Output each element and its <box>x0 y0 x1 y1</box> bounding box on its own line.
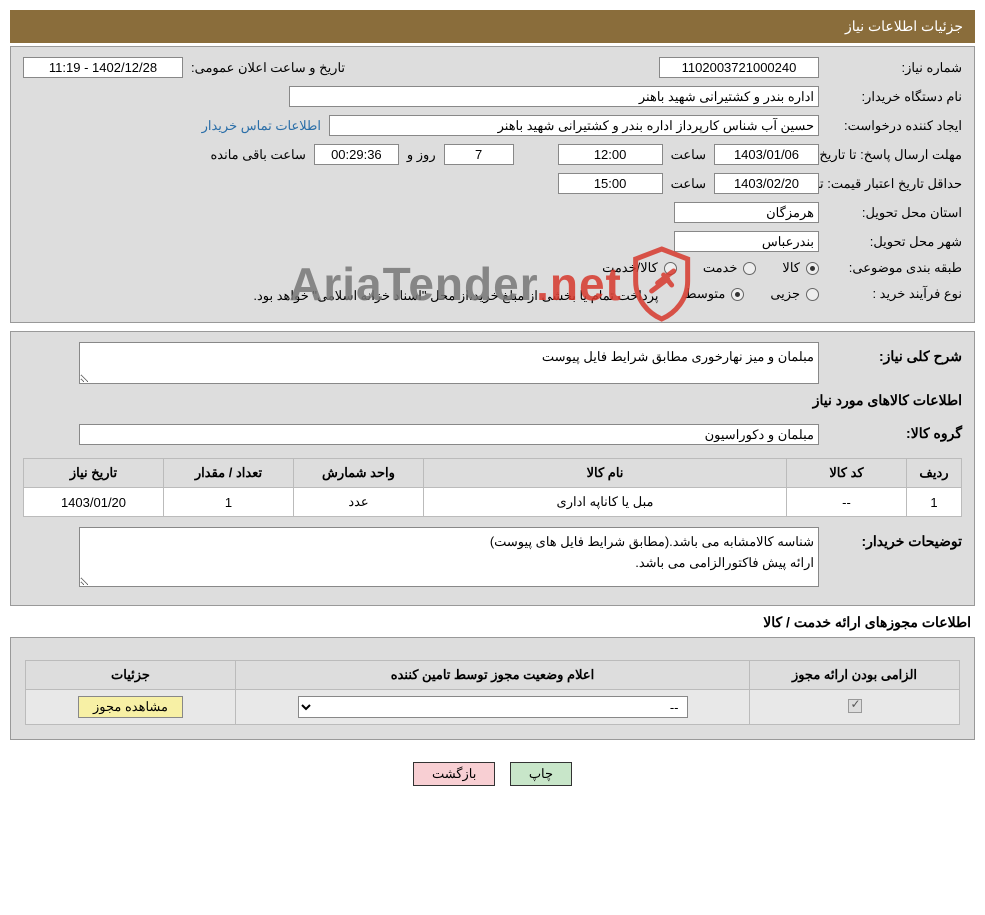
days-remaining-field[interactable] <box>444 144 514 165</box>
city-field[interactable] <box>674 231 819 252</box>
requester-label: ایجاد کننده درخواست: <box>827 118 962 134</box>
buyer-notes-textarea[interactable]: شناسه کالامشابه می باشد.(مطابق شرایط فای… <box>79 527 819 587</box>
mandatory-checkbox[interactable] <box>848 699 862 713</box>
purchase-note: پرداخت تمام یا بخشی از مبلغ خرید،از محل … <box>253 288 658 304</box>
page-title: جزئیات اطلاعات نیاز <box>845 18 963 34</box>
title-bar: جزئیات اطلاعات نیاز <box>10 10 975 43</box>
day-and-label: روز و <box>407 147 436 163</box>
view-permit-button[interactable]: مشاهده مجوز <box>78 696 183 718</box>
footer-buttons: چاپ بازگشت <box>10 748 975 794</box>
table-header-row: ردیف کد کالا نام کالا واحد شمارش تعداد /… <box>24 459 962 488</box>
validity-time-field[interactable] <box>558 173 663 194</box>
requester-field[interactable] <box>329 115 819 136</box>
buyer-org-field[interactable] <box>289 86 819 107</box>
deadline-date-field[interactable] <box>714 144 819 165</box>
need-desc-textarea[interactable]: مبلمان و میز نهارخوری مطابق شرایط فایل پ… <box>79 342 819 384</box>
classification-label: طبقه بندی موضوعی: <box>827 260 962 276</box>
col-name: نام کالا <box>424 459 787 488</box>
province-field[interactable] <box>674 202 819 223</box>
perm-header-row: الزامی بودن ارائه مجوز اعلام وضعیت مجوز … <box>26 661 960 690</box>
remaining-text-label: ساعت باقی مانده <box>210 147 305 163</box>
radio-icon <box>806 262 819 275</box>
radio-medium[interactable]: متوسط <box>684 286 744 302</box>
status-select[interactable]: -- <box>298 696 688 718</box>
cell-qty: 1 <box>164 488 294 517</box>
radio-goods[interactable]: کالا <box>782 260 819 276</box>
table-row[interactable]: 1 -- مبل یا کاناپه اداری عدد 1 1403/01/2… <box>24 488 962 517</box>
col-row: ردیف <box>907 459 962 488</box>
perm-row: -- مشاهده مجوز <box>26 690 960 725</box>
permissions-heading: اطلاعات مجوزهای ارائه خدمت / کالا <box>10 614 971 631</box>
col-qty: تعداد / مقدار <box>164 459 294 488</box>
validity-date-field[interactable] <box>714 173 819 194</box>
validity-label: حداقل تاریخ اعتبار قیمت: تا تاریخ: <box>827 176 962 192</box>
goods-group-label: گروه کالا: <box>827 425 962 442</box>
radio-icon <box>806 288 819 301</box>
time-word-1: ساعت <box>671 147 706 163</box>
cell-code: -- <box>787 488 907 517</box>
radio-icon <box>731 288 744 301</box>
items-table: ردیف کد کالا نام کالا واحد شمارش تعداد /… <box>23 458 962 517</box>
perm-col-status: اعلام وضعیت مجوز توسط تامین کننده <box>236 661 750 690</box>
buyer-org-label: نام دستگاه خریدار: <box>827 89 962 105</box>
permissions-table: الزامی بودن ارائه مجوز اعلام وضعیت مجوز … <box>25 660 960 725</box>
col-code: کد کالا <box>787 459 907 488</box>
permissions-panel: الزامی بودن ارائه مجوز اعلام وضعیت مجوز … <box>10 637 975 740</box>
radio-icon <box>664 262 677 275</box>
cell-name: مبل یا کاناپه اداری <box>424 488 787 517</box>
need-items-panel: شرح کلی نیاز: مبلمان و میز نهارخوری مطاب… <box>10 331 975 606</box>
back-button[interactable]: بازگشت <box>413 762 495 786</box>
purchase-type-label: نوع فرآیند خرید : <box>827 286 962 302</box>
city-label: شهر محل تحویل: <box>827 234 962 250</box>
items-heading: اطلاعات کالاهای مورد نیاز <box>23 392 962 409</box>
need-desc-label: شرح کلی نیاز: <box>827 348 962 365</box>
cell-unit: عدد <box>294 488 424 517</box>
public-date-label: تاریخ و ساعت اعلان عمومی: <box>191 60 345 76</box>
col-date: تاریخ نیاز <box>24 459 164 488</box>
time-word-2: ساعت <box>671 176 706 192</box>
buyer-contact-link[interactable]: اطلاعات تماس خریدار <box>202 118 321 134</box>
need-no-label: شماره نیاز: <box>827 60 962 76</box>
buyer-notes-label: توضیحات خریدار: <box>827 533 962 550</box>
public-date-field[interactable] <box>23 57 183 78</box>
print-button[interactable]: چاپ <box>510 762 572 786</box>
radio-service[interactable]: خدمت <box>703 260 757 276</box>
deadline-label: مهلت ارسال پاسخ: تا تاریخ: <box>827 147 962 163</box>
need-info-panel: شماره نیاز: تاریخ و ساعت اعلان عمومی: نا… <box>10 46 975 323</box>
radio-icon <box>743 262 756 275</box>
deadline-time-field[interactable] <box>558 144 663 165</box>
cell-row: 1 <box>907 488 962 517</box>
goods-group-field[interactable] <box>79 424 819 445</box>
province-label: استان محل تحویل: <box>827 205 962 221</box>
perm-col-details: جزئیات <box>26 661 236 690</box>
need-no-field[interactable] <box>659 57 819 78</box>
col-unit: واحد شمارش <box>294 459 424 488</box>
cell-date: 1403/01/20 <box>24 488 164 517</box>
perm-col-mandatory: الزامی بودن ارائه مجوز <box>750 661 960 690</box>
radio-goods-service[interactable]: کالا/خدمت <box>602 260 677 276</box>
time-remaining-field[interactable] <box>314 144 399 165</box>
radio-minor[interactable]: جزیی <box>770 286 819 302</box>
